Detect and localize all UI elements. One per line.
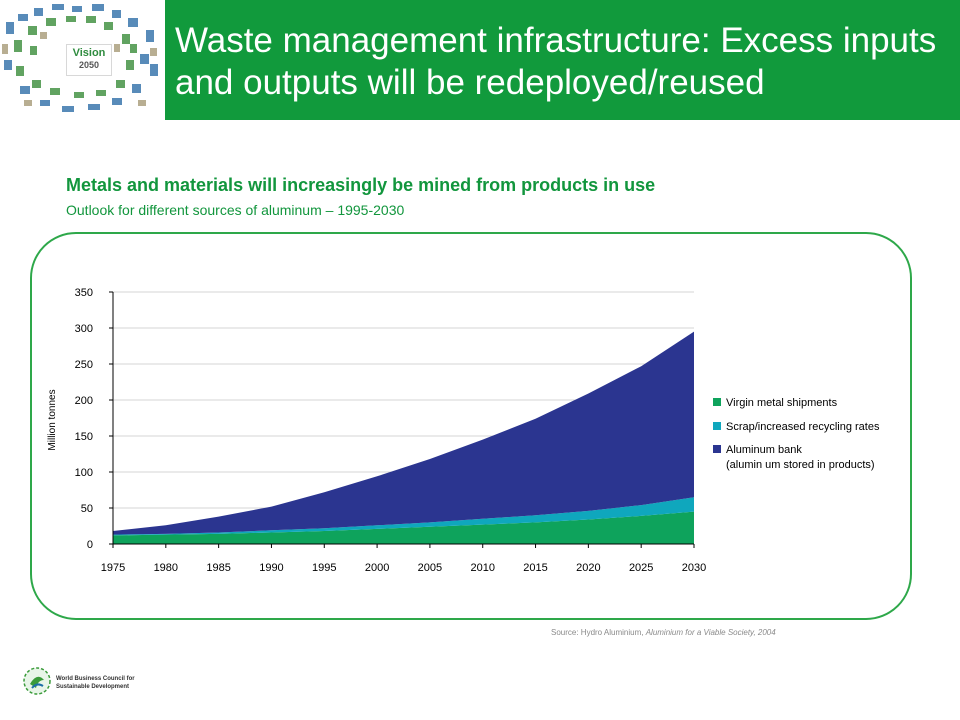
legend-label-2-line2: (alumin um stored in products) [726,459,875,471]
x-tick-label-1995: 1995 [312,562,336,574]
x-tick-label-2025: 2025 [629,562,653,574]
photo-mosaic-icon [2,4,158,112]
y-tick-label-200: 200 [75,395,93,407]
legend-swatch-1 [713,422,721,430]
vision-badge: Vision 2050 [66,44,112,76]
wbcsd-name: World Business Council for Sustainable D… [56,675,160,691]
vision-year: 2050 [78,60,100,70]
y-tick-label-100: 100 [75,467,93,479]
x-tick-label-2015: 2015 [523,562,547,574]
chart-legend: Virgin metal shipments Scrap/increased re… [713,397,880,471]
wbcsd-name-line2: Sustainable Development [56,684,130,690]
legend-swatch-2 [713,445,721,453]
x-tick-labels: 1975 1980 1985 1990 1995 2000 2005 2010 2015 2020… [101,562,706,574]
legend-label-1: Scrap/increased recycling rates [726,421,880,433]
y-tick-label-300: 300 [75,323,93,335]
y-axis-label: Million tonnes [47,389,58,450]
chart-subtitle: Metals and materials will increasingly b… [66,175,656,195]
wbcsd-logo: World Business Council for Sustainable D… [22,662,162,702]
source-work: Aluminium for a Viable Society, 2004 [645,628,776,637]
y-tick-label-50: 50 [81,503,93,515]
x-tick-label-1980: 1980 [154,562,178,574]
stacked-areas [113,331,694,544]
x-tick-label-2020: 2020 [576,562,600,574]
wbcsd-leaf-icon [23,667,51,695]
y-tick-label-150: 150 [75,431,93,443]
source-prefix: Source: Hydro Aluminium, [551,628,646,637]
x-tick-label-2010: 2010 [470,562,494,574]
area-series-2 [113,331,694,535]
vision-word: Vision [72,47,106,59]
area-series-1 [113,497,694,536]
legend-swatch-0 [713,398,721,406]
x-tick-label-2030: 2030 [682,562,706,574]
page-title: Waste management infrastructure: Excess … [175,21,937,102]
title-bar: Waste management infrastructure: Excess … [165,0,960,120]
y-tick-label-0: 0 [87,539,93,551]
x-tick-label-2000: 2000 [365,562,389,574]
y-tick-label-250: 250 [75,359,93,371]
legend-label-2: Aluminum bank [726,444,802,456]
y-tick-labels: 0 50 100 150 200 250 300 350 [75,287,93,551]
wbcsd-name-line1: World Business Council for [56,676,135,682]
vision-2050-logo: Vision 2050 [0,0,164,120]
axes [109,291,695,548]
x-tick-label-1990: 1990 [259,562,283,574]
legend-label-0: Virgin metal shipments [726,397,838,409]
x-tick-label-2005: 2005 [418,562,442,574]
source-note: Source: Hydro Aluminium, Aluminium for a… [551,628,776,637]
chart-caption: Outlook for different sources of aluminu… [66,202,405,218]
x-tick-label-1975: 1975 [101,562,125,574]
x-tick-label-1985: 1985 [206,562,230,574]
area-series-0 [113,511,694,544]
y-tick-label-350: 350 [75,287,93,299]
chart-panel [30,232,912,620]
